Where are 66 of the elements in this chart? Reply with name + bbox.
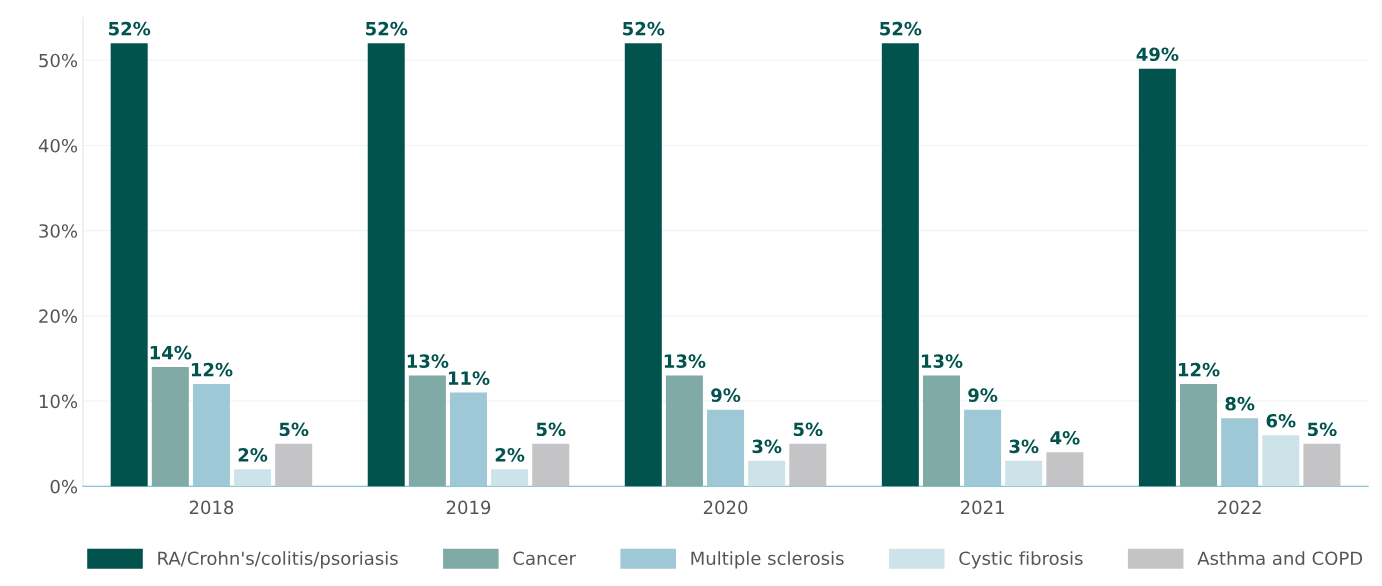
data-label: 3% [752,439,782,454]
data-label: 9% [711,388,741,402]
bar [789,443,827,487]
bar [1138,68,1176,487]
data-label: 14% [150,345,192,360]
y-tick-label: 50% [39,53,78,68]
legend-label: Cancer [513,551,576,566]
data-label: 49% [1136,47,1179,62]
data-label: 52% [623,21,665,36]
legend-label: Cystic fibrosis [959,551,1083,569]
legend-label: RA/Crohn's/colitis/psoriasis [158,551,398,569]
bar [1005,460,1043,487]
bar [1262,435,1300,487]
bar [1303,443,1341,487]
data-label: 5% [279,422,309,437]
bar [964,409,1002,487]
data-label: 9% [968,388,998,402]
bar [707,409,745,487]
data-label: 12% [1178,362,1220,377]
data-label: 52% [108,21,151,36]
data-label: 5% [1307,422,1337,437]
x-tick-label: 2022 [1218,500,1261,515]
bar [367,43,405,487]
bar [922,375,960,487]
bar [491,469,529,487]
data-label: 8% [1225,396,1255,411]
bar [151,367,189,487]
bar [665,375,703,487]
data-label: 5% [793,422,823,437]
data-label: 13% [664,354,706,368]
y-tick-label: 30% [39,224,78,238]
data-label: 3% [1009,439,1039,454]
bar [408,375,446,487]
x-tick-label: 2018 [189,500,234,515]
data-label: 2% [238,448,268,462]
y-tick-label: 40% [38,138,78,153]
y-tick-label: 20% [39,309,78,324]
bar [192,384,230,487]
legend-label: Asthma and COPD [1197,551,1363,566]
bar [275,443,313,487]
data-label: 2% [495,448,525,462]
data-label: 5% [536,422,566,437]
data-label: 12% [191,362,233,377]
bar [624,43,662,487]
bar [532,443,570,487]
data-label: 52% [366,21,408,36]
x-tick-label: 2019 [446,500,491,515]
bar [449,392,488,487]
bar [1046,452,1084,487]
data-label: 4% [1050,430,1080,445]
data-label: 13% [407,354,449,368]
bar [234,469,272,487]
x-tick-label: 2020 [703,500,748,515]
y-tick-label: 10% [39,394,78,409]
bar [110,43,148,487]
bar [1180,384,1218,487]
legend-label: Multiple sclerosis [691,551,844,569]
x-tick-label: 2021 [960,500,1004,515]
bar [1221,418,1259,487]
data-label: 52% [880,21,922,36]
data-label: 6% [1266,413,1296,428]
bar [881,43,919,487]
data-label: 11% [448,371,490,385]
y-tick-label: 0% [50,479,78,494]
bar [748,460,786,487]
data-label: 13% [921,354,963,368]
